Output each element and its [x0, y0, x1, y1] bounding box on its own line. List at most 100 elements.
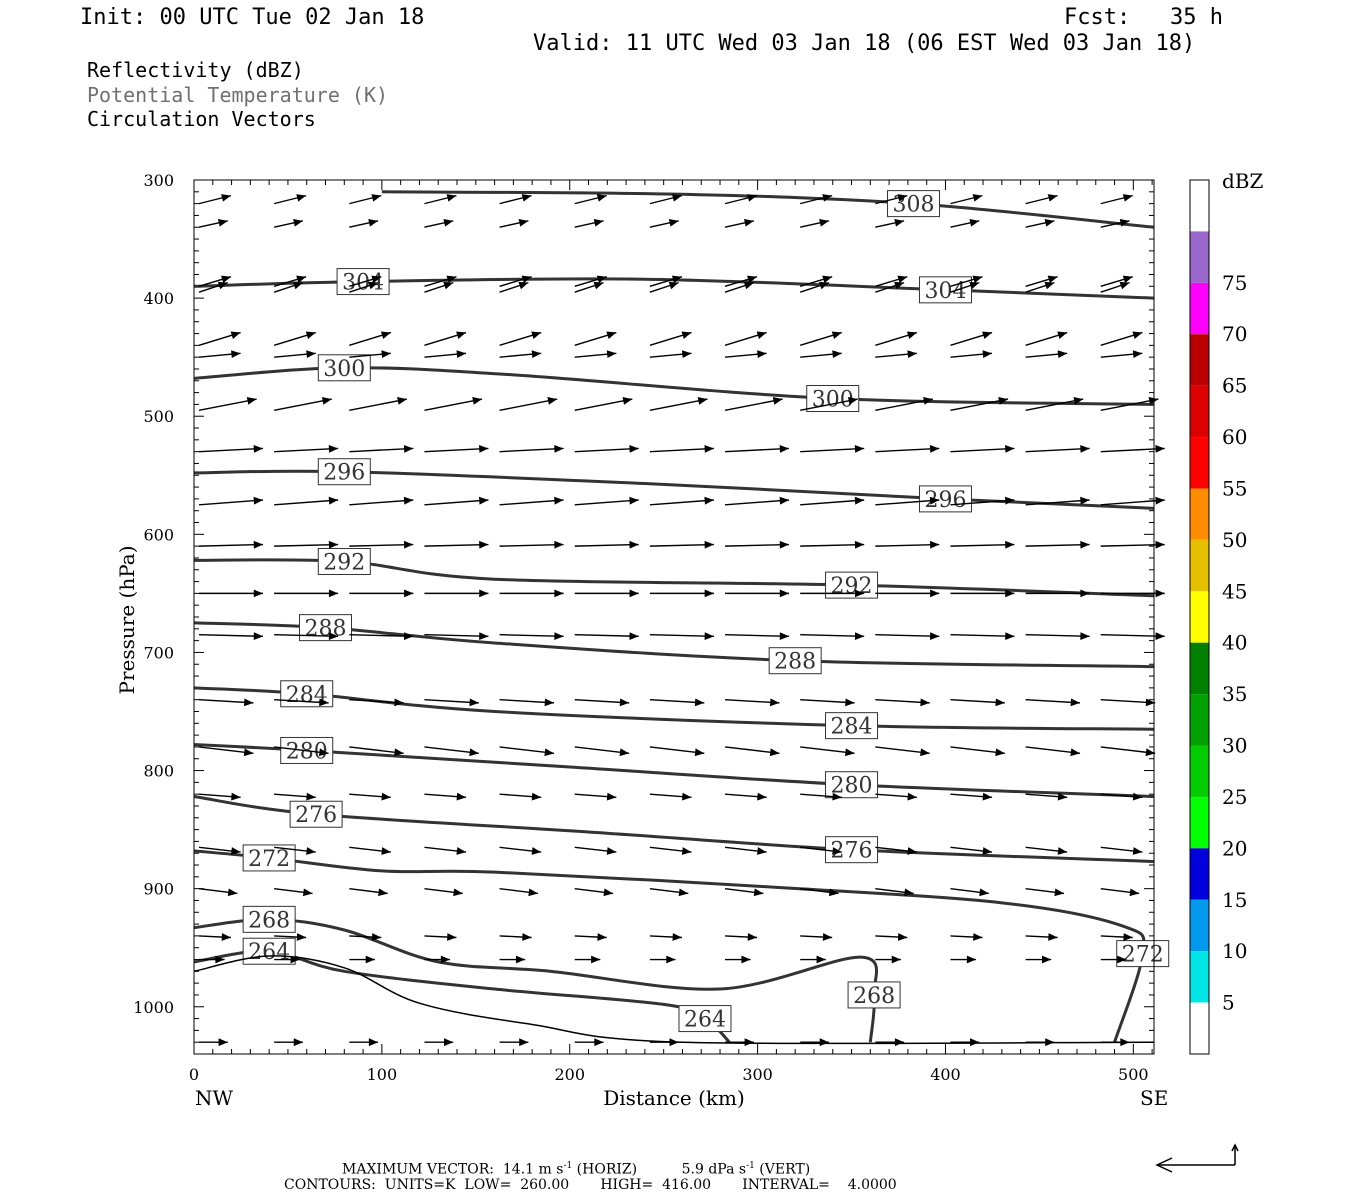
circulation-vector: [1100, 350, 1143, 359]
vector-head: [969, 219, 980, 227]
vector-head: [296, 194, 307, 202]
contour-label: 276: [295, 803, 337, 828]
vector-head: [591, 955, 601, 964]
circulation-vector: [649, 698, 705, 707]
max-horiz-value: 14.1 m s: [502, 1161, 564, 1178]
circulation-vector: [875, 496, 940, 506]
vector-head: [528, 888, 538, 897]
valid-time: Valid: 11 UTC Wed 03 Jan 18 (06 EST Wed …: [533, 31, 1196, 56]
circulation-vector: [1100, 275, 1133, 287]
vector-head: [531, 792, 542, 801]
circulation-vector: [649, 350, 692, 359]
circulation-vector: [274, 632, 339, 640]
colorbar-label: 50: [1222, 528, 1247, 552]
circulation-vector: [199, 955, 225, 964]
vector-head: [757, 350, 767, 359]
circulation-vector: [799, 275, 833, 287]
vector-head: [1047, 194, 1058, 202]
terrain-surface: [193, 955, 1155, 1045]
vector-head: [328, 496, 339, 505]
vector-head: [894, 219, 905, 227]
vector-shaft: [424, 634, 489, 638]
circulation-vector: [725, 589, 790, 598]
vector-head: [606, 331, 617, 339]
vector-head: [397, 397, 407, 405]
circulation-vector: [424, 331, 467, 347]
circulation-vector: [198, 846, 241, 855]
vector-shaft: [349, 543, 414, 547]
vector-head: [930, 540, 940, 549]
circulation-vector: [349, 397, 408, 411]
vector-shaft: [725, 634, 790, 638]
circulation-vector: [800, 846, 842, 855]
circulation-vector: [349, 445, 414, 453]
vector-head: [606, 792, 617, 801]
vector-head: [1132, 792, 1143, 801]
circulation-vector: [499, 445, 564, 453]
circulation-vector: [1100, 281, 1130, 293]
circulation-vector: [1100, 1038, 1130, 1047]
vector-shaft: [499, 398, 558, 411]
horiz-exp: -1: [563, 1161, 573, 1171]
vector-shaft: [424, 398, 483, 411]
vector-head: [1129, 888, 1140, 897]
vector-head: [1148, 397, 1159, 405]
circulation-vector: [875, 933, 908, 941]
circulation-vector: [1025, 887, 1065, 897]
vector-head: [704, 540, 714, 549]
vector-head: [772, 397, 783, 405]
vector-head: [756, 331, 767, 339]
circulation-vector: [499, 281, 529, 293]
circulation-vector: [724, 194, 758, 205]
vector-head: [1155, 589, 1165, 598]
circulation-vector: [574, 540, 639, 549]
vector-head: [1048, 933, 1058, 941]
vector-head: [854, 540, 865, 549]
vector-head: [897, 194, 908, 202]
circulation-vector: [574, 275, 607, 287]
vector-head: [822, 933, 833, 941]
circulation-vector: [424, 632, 489, 640]
vector-head: [779, 496, 790, 505]
circulation-vector: [1100, 698, 1156, 707]
circulation-vector: [800, 792, 842, 801]
vector-shaft: [274, 398, 332, 411]
colorbar-frame: [1189, 179, 1210, 1055]
circulation-vector: [649, 955, 676, 964]
circulation-vector: [950, 698, 1005, 707]
vector-head: [1155, 445, 1165, 453]
circulation-vector: [199, 1038, 228, 1047]
circulation-vector: [349, 350, 391, 359]
circulation-vector: [950, 331, 993, 347]
vector-head: [243, 698, 254, 707]
circulation-vector: [724, 350, 767, 359]
circulation-vector: [950, 281, 980, 293]
vector-head: [629, 589, 639, 598]
circulation-vector: [574, 698, 630, 707]
vector-shaft: [950, 499, 1015, 506]
vector-head: [672, 194, 682, 202]
vector-head: [704, 589, 714, 598]
vector-head: [221, 933, 231, 941]
vector-head: [891, 955, 901, 964]
vector-shaft: [800, 499, 865, 506]
circulation-vector: [649, 540, 714, 549]
vector-head: [478, 496, 489, 505]
vector-head: [328, 632, 339, 640]
circulation-vector: [424, 275, 457, 287]
vector-head: [365, 955, 375, 964]
circulation-vector: [649, 445, 714, 453]
contour-label: 296: [323, 461, 365, 486]
circulation-vector: [574, 331, 617, 347]
vector-head: [381, 792, 391, 801]
circulation-vector: [274, 589, 339, 598]
circulation-vector: [1100, 792, 1143, 801]
contour-label: 292: [831, 574, 873, 599]
vector-head: [519, 1038, 529, 1047]
vector-head: [479, 540, 489, 549]
contour-label-box: [918, 485, 972, 513]
vector-head: [230, 331, 241, 339]
colorbar-label: 20: [1222, 836, 1247, 860]
circulation-vector: [274, 792, 316, 801]
vector-head: [444, 1038, 454, 1047]
